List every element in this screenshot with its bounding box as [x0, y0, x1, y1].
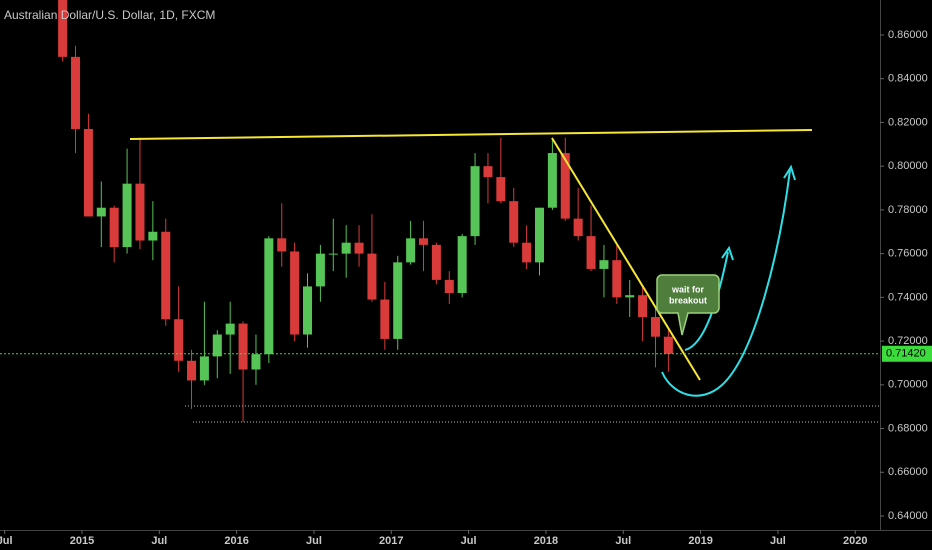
candle-body: [380, 299, 390, 339]
candle-body: [431, 244, 441, 280]
y-tick-label: 0.68000: [888, 422, 928, 434]
callout: [656, 274, 720, 336]
candle-body: [251, 354, 261, 370]
candle-body: [71, 56, 81, 130]
candle-body: [187, 360, 197, 381]
y-tick-label: 0.84000: [888, 73, 928, 85]
x-tick-label: 2020: [843, 535, 867, 547]
y-tick-label: 0.72000: [888, 335, 928, 347]
y-tick-label: 0.70000: [888, 379, 928, 391]
arrow: [661, 169, 791, 397]
candle-body: [199, 356, 209, 381]
candle-body: [277, 238, 287, 252]
candle-body: [122, 183, 132, 248]
candle-body: [109, 207, 119, 248]
candle-body: [573, 218, 583, 237]
candle-body: [560, 153, 570, 219]
candle-body: [290, 251, 300, 335]
candle-body: [470, 166, 480, 237]
candle-body: [174, 319, 184, 361]
candle-body: [444, 279, 454, 293]
y-tick-label: 0.74000: [888, 291, 928, 303]
last-price-box: [882, 345, 932, 362]
candle-body: [264, 238, 274, 355]
arrow-head: [721, 245, 734, 261]
candle-body: [315, 253, 325, 287]
candle-body: [83, 129, 93, 217]
candle-body: [534, 207, 545, 263]
x-tick-label: Jul: [151, 535, 167, 547]
y-tick-label: 0.76000: [888, 248, 928, 260]
callout-text: breakout: [669, 295, 707, 305]
candle-body: [547, 153, 557, 208]
candle-body: [586, 236, 596, 269]
x-tick-label: Jul: [461, 535, 477, 547]
candle-body: [328, 253, 338, 255]
candle-body: [650, 317, 660, 337]
candle-body: [225, 323, 235, 335]
x-tick-label: 2017: [379, 535, 403, 547]
candle-body: [457, 236, 467, 293]
candle-body: [509, 201, 519, 243]
x-tick-label: Jul: [615, 535, 631, 547]
candle-body: [354, 242, 364, 254]
x-tick-label: 2016: [224, 535, 248, 547]
y-tick-label: 0.82000: [888, 116, 928, 128]
y-tick-label: 0.64000: [888, 510, 928, 522]
candle-body: [393, 262, 403, 339]
candle-body: [496, 177, 506, 202]
y-tick-label: 0.66000: [888, 466, 928, 478]
candle-body: [406, 238, 416, 263]
candle-body: [599, 260, 609, 269]
candle-body: [367, 253, 377, 300]
x-tick-label: Jul: [0, 535, 13, 547]
candle-body: [161, 231, 171, 320]
candle-body: [148, 231, 158, 241]
y-tick-label: 0.80000: [888, 160, 928, 172]
candle-body: [238, 323, 248, 370]
candle-body: [638, 295, 648, 318]
arrow-head: [783, 164, 796, 181]
x-tick-label: Jul: [770, 535, 786, 547]
y-tick-label: 0.78000: [888, 204, 928, 216]
candle-body: [302, 286, 313, 335]
candle-body: [418, 238, 429, 245]
candle-body: [612, 260, 622, 298]
candle-body: [522, 242, 532, 263]
trend-line: [551, 137, 701, 381]
candle-body: [96, 207, 106, 217]
resistance-line: [129, 129, 813, 140]
callout-text: wait for: [671, 284, 704, 294]
chart-title: Australian Dollar/U.S. Dollar, 1D, FXCM: [4, 8, 215, 22]
candle-body: [483, 166, 493, 178]
y-tick-label: 0.86000: [888, 29, 928, 41]
last-price-label: 0.71420: [886, 348, 926, 360]
x-tick-label: Jul: [306, 535, 322, 547]
candle-body: [663, 336, 673, 354]
arrow: [684, 251, 729, 351]
candle-body: [625, 295, 635, 298]
x-tick-label: 2019: [688, 535, 712, 547]
candle-body: [135, 183, 145, 241]
candles: [58, 0, 673, 422]
candle-body: [341, 242, 351, 254]
x-tick-label: 2015: [70, 535, 94, 547]
x-tick-label: 2018: [534, 535, 558, 547]
candle-body: [58, 0, 68, 57]
candle-body: [212, 334, 222, 357]
